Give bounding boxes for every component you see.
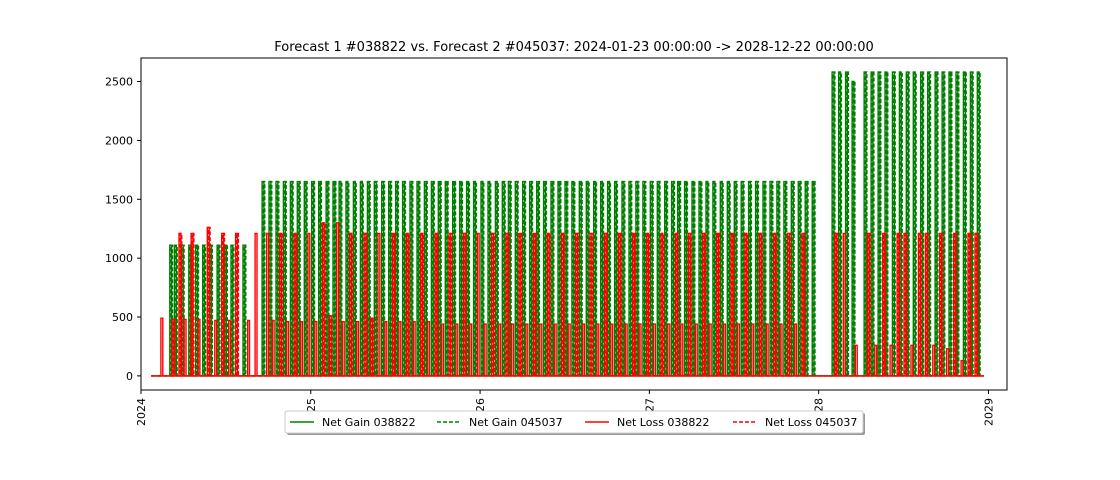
legend-label-2: Net Gain 045037 — [469, 416, 563, 429]
axes-frame — [140, 57, 1008, 391]
y-tick-label: 2500 — [105, 76, 133, 89]
y-tick-label: 1000 — [105, 252, 133, 265]
series-line-4 — [151, 222, 984, 377]
x-tick-label: 2029 — [982, 398, 995, 426]
legend: Net Gain 038822 Net Gain 045037 Net Loss 0… — [284, 410, 865, 435]
legend-box — [284, 410, 864, 434]
y-tick-label: 1500 — [105, 193, 133, 206]
x-tick-label: 28 — [813, 398, 826, 412]
y-tick-label: 2000 — [105, 134, 133, 147]
x-tick-label: 27 — [643, 398, 656, 412]
axes: 0 500 1000 1500 2000 2500 2024 25 26 27 28 2029 — [105, 57, 1008, 426]
x-tick-label: 25 — [305, 398, 318, 412]
series-line-2 — [151, 71, 984, 377]
chart-title: Forecast 1 #038822 vs. Forecast 2 #04503… — [274, 40, 874, 55]
plot-area — [151, 71, 984, 377]
x-tick-label: 2024 — [135, 398, 148, 426]
y-tick-label: 500 — [112, 311, 133, 324]
legend-label-1: Net Gain 038822 — [322, 416, 416, 429]
x-tick-label: 26 — [474, 398, 487, 412]
y-tick-label: 0 — [126, 370, 133, 383]
legend-label-4: Net Loss 045037 — [765, 416, 857, 429]
legend-label-3: Net Loss 038822 — [617, 416, 709, 429]
